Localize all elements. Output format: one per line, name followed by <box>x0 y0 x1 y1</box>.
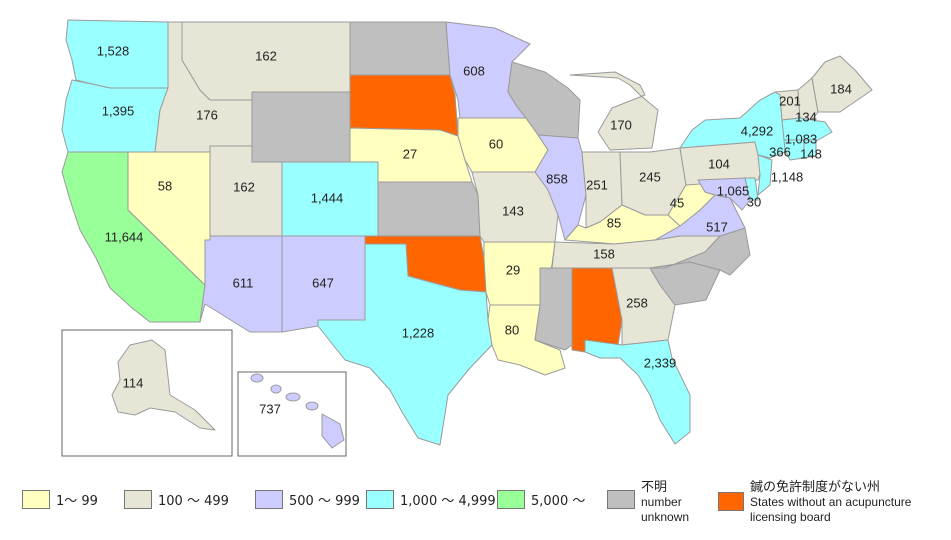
legend-item-5000: 5,000 ～ <box>497 490 585 509</box>
label-wa: 1,528 <box>97 43 130 58</box>
state-nh <box>797 77 819 121</box>
legend-label: 100 ～ 499 <box>158 494 229 509</box>
state-ri <box>803 139 817 159</box>
label-mt: 162 <box>255 48 277 63</box>
alaska-inset <box>61 329 233 457</box>
state-fl <box>584 339 691 445</box>
legend-label-en: States without an acupuncture <box>750 495 912 509</box>
legend-label-en: unknown <box>641 510 690 524</box>
label-vt: 201 <box>779 93 801 108</box>
state-nc <box>649 227 751 276</box>
label-ar: 29 <box>506 262 520 277</box>
legend-swatch <box>607 490 635 509</box>
state-ms <box>534 267 573 351</box>
label-fl: 2,339 <box>644 355 677 370</box>
label-az: 611 <box>233 275 254 290</box>
label-de: 30 <box>747 194 761 209</box>
label-or: 1,395 <box>102 103 135 118</box>
legend-swatch <box>366 490 394 509</box>
label-ca: 11,644 <box>105 229 144 244</box>
legend-label: 1,000 ～ 4,999 <box>400 494 496 509</box>
legend-item-unknown: 不明 number unknown <box>607 476 689 525</box>
legend-swatch <box>718 492 744 511</box>
legend-label-jp: 鍼の免許制度がない州 <box>750 480 881 495</box>
us-map: 1,528 1,395 11,644 58 176 162 162 1,444 … <box>61 19 873 457</box>
legend-label: 500 ～ 999 <box>289 494 360 509</box>
legend-label-en: number <box>641 495 682 509</box>
label-mi: 170 <box>610 117 632 132</box>
legend-swatch <box>497 490 525 509</box>
label-hi: 737 <box>259 401 281 416</box>
label-ma: 1,083 <box>785 131 818 146</box>
label-ga: 258 <box>626 295 648 310</box>
label-ak: 114 <box>123 375 144 390</box>
state-ks <box>377 181 481 237</box>
legend-label-en: licensing board <box>750 510 831 524</box>
label-ky: 85 <box>607 215 621 230</box>
label-ia: 60 <box>489 136 503 151</box>
label-mo: 143 <box>502 203 524 218</box>
label-la: 80 <box>505 322 519 337</box>
state-tx <box>317 243 493 446</box>
state-de <box>744 177 759 201</box>
state-ak <box>111 339 216 431</box>
label-tx: 1,228 <box>402 325 435 340</box>
label-pa: 104 <box>708 156 730 171</box>
label-co: 1,444 <box>311 190 344 205</box>
state-nd <box>349 21 451 76</box>
state-sd <box>349 74 459 137</box>
state-mi <box>569 71 659 151</box>
label-in: 251 <box>586 177 608 192</box>
label-me: 184 <box>830 81 852 96</box>
label-il: 858 <box>546 171 568 186</box>
label-mn: 608 <box>463 63 485 78</box>
state-nj <box>757 154 773 196</box>
legend-swatch <box>124 490 152 509</box>
label-ne: 27 <box>403 146 417 161</box>
legend-item-1000-4999: 1,000 ～ 4,999 <box>366 490 496 509</box>
legend-item-100-499: 100 ～ 499 <box>124 490 229 509</box>
label-oh: 245 <box>639 169 661 184</box>
label-wv: 45 <box>670 195 684 210</box>
state-me <box>811 55 873 113</box>
hawaii-inset <box>237 371 347 457</box>
label-nm: 647 <box>312 275 334 290</box>
legend-label: 5,000 ～ <box>531 494 586 509</box>
label-ri: 148 <box>800 146 822 161</box>
label-va: 517 <box>706 219 728 234</box>
label-id: 176 <box>196 107 218 122</box>
legend-label-jp: 不明 <box>641 480 668 495</box>
label-ny: 4,292 <box>741 123 774 138</box>
label-ct: 366 <box>769 144 791 159</box>
label-md: 1,065 <box>717 183 750 198</box>
state-hi <box>250 373 345 449</box>
label-nj: 1,148 <box>771 169 804 184</box>
legend-swatch <box>255 490 283 509</box>
label-ut: 162 <box>233 179 255 194</box>
state-wy <box>251 91 351 163</box>
label-nh: 134 <box>795 109 817 124</box>
label-tn: 158 <box>593 246 615 261</box>
state-ct <box>783 139 805 161</box>
legend: 1～ 99 100 ～ 499 500 ～ 999 1,000 ～ 4,999 … <box>0 472 951 540</box>
legend-item-500-999: 500 ～ 999 <box>255 490 360 509</box>
legend-label: 1～ 99 <box>56 494 98 509</box>
legend-swatch <box>22 490 50 509</box>
legend-item-no-board: 鍼の免許制度がない州 States without an acupuncture… <box>718 476 911 525</box>
label-nv: 58 <box>158 178 172 193</box>
legend-item-1-99: 1～ 99 <box>22 490 98 509</box>
